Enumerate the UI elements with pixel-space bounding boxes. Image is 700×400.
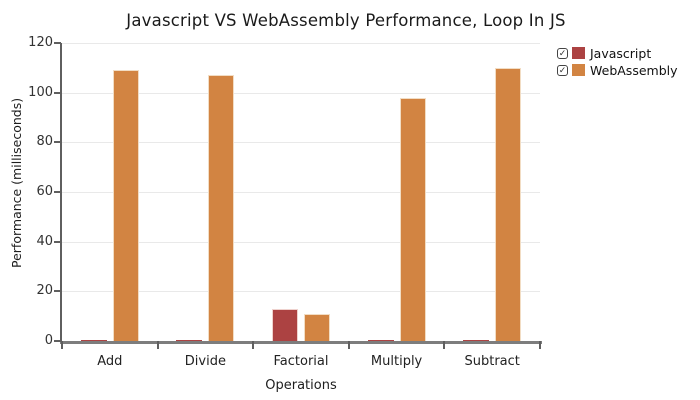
legend-swatch-javascript — [572, 47, 585, 59]
y-tick-120 — [54, 42, 61, 44]
bar-javascript-subtract[interactable] — [463, 339, 490, 341]
x-tick-4 — [443, 341, 446, 349]
gridline-40 — [62, 241, 540, 243]
y-tick-100 — [54, 91, 61, 94]
chart-title: Javascript VS WebAssembly Performance, L… — [126, 11, 566, 30]
x-tick-0 — [61, 341, 63, 349]
y-tick-label-120: 120 — [28, 35, 53, 50]
gridline-120 — [62, 43, 540, 44]
y-tick-80 — [54, 141, 61, 144]
bar-webassembly-factorial[interactable] — [304, 313, 330, 341]
y-tick-20 — [54, 290, 61, 293]
legend-item-webassembly[interactable]: ✓ WebAssembly — [557, 62, 678, 78]
y-tick-label-80: 80 — [36, 134, 53, 150]
bar-webassembly-add[interactable] — [112, 70, 139, 341]
bar-webassembly-divide[interactable] — [208, 75, 235, 341]
legend-label-javascript: Javascript — [590, 45, 652, 61]
plot-area — [62, 43, 540, 341]
x-category-label-add: Add — [97, 354, 123, 369]
legend-label-webassembly: WebAssembly — [590, 62, 678, 78]
legend-checkbox-webassembly[interactable]: ✓ — [557, 64, 568, 76]
legend-swatch-webassembly — [572, 64, 585, 76]
y-tick-40 — [54, 240, 61, 243]
y-tick-60 — [54, 191, 61, 193]
legend: ✓ Javascript ✓ WebAssembly — [557, 46, 678, 80]
x-category-label-multiply: Multiply — [370, 354, 423, 369]
x-tick-1 — [156, 341, 159, 349]
y-tick-0 — [54, 340, 61, 342]
y-tick-label-40: 40 — [36, 233, 53, 249]
legend-item-javascript[interactable]: ✓ Javascript — [557, 45, 678, 61]
y-axis-line — [60, 43, 62, 344]
bar-javascript-divide[interactable] — [176, 339, 203, 341]
x-tick-2 — [252, 341, 255, 349]
y-tick-label-0: 0 — [44, 333, 53, 348]
bar-javascript-factorial[interactable] — [272, 308, 298, 341]
x-category-label-subtract: Subtract — [464, 354, 520, 369]
x-axis-title: Operations — [265, 378, 337, 393]
y-tick-label-20: 20 — [36, 283, 53, 299]
bar-webassembly-subtract[interactable] — [495, 67, 522, 341]
bar-javascript-add[interactable] — [80, 339, 107, 341]
gridline-20 — [62, 291, 540, 293]
x-category-label-divide: Divide — [184, 354, 226, 369]
gridline-100 — [62, 92, 540, 94]
x-category-label-factorial: Factorial — [273, 354, 329, 369]
x-tick-3 — [347, 341, 350, 349]
bar-webassembly-multiply[interactable] — [399, 97, 426, 341]
x-axis-line — [60, 341, 542, 344]
gridline-60 — [62, 192, 540, 193]
gridline-80 — [62, 142, 540, 144]
legend-checkbox-javascript[interactable]: ✓ — [557, 47, 568, 59]
x-tick-5 — [539, 341, 541, 349]
y-tick-label-60: 60 — [36, 184, 53, 199]
bar-javascript-multiply[interactable] — [367, 339, 394, 341]
y-tick-label-100: 100 — [28, 84, 53, 100]
